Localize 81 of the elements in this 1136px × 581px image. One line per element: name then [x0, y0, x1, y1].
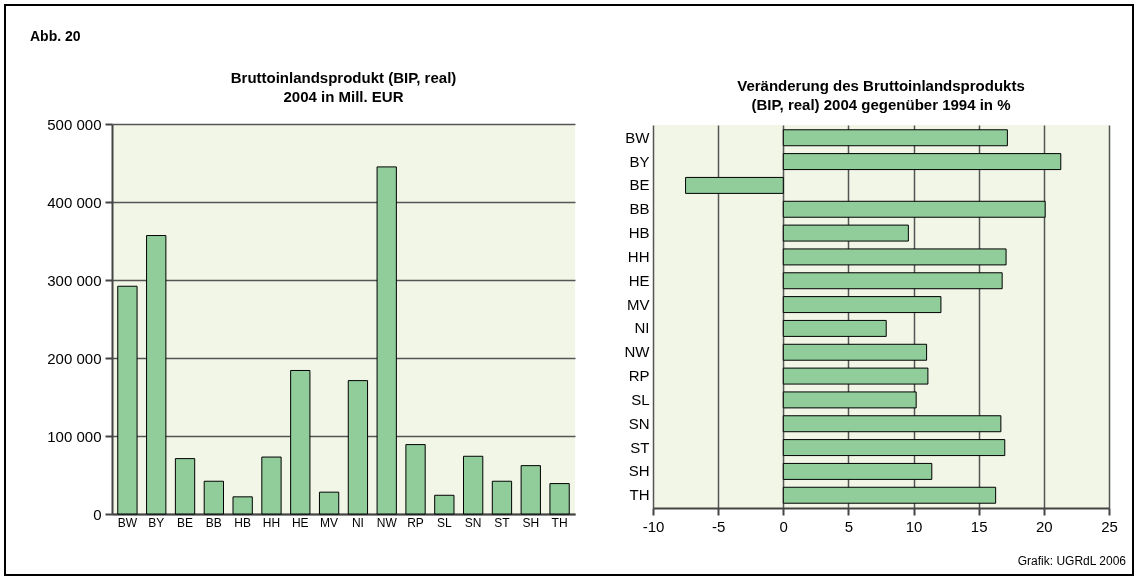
y-tick-label: NI [634, 319, 650, 337]
x-tick-label: 0 [779, 517, 788, 535]
bar [782, 439, 1006, 457]
bar [782, 415, 1002, 433]
x-tick-label: BB [205, 515, 222, 530]
chart-title: Bruttoinlandsprodukt (BIP, real) 2004 in Mill. EUR [230, 69, 457, 105]
x-tick-label: BW [117, 515, 138, 530]
x-tick-label: 10 [905, 517, 923, 535]
bar [347, 380, 369, 515]
x-tick-label: 25 [1101, 517, 1118, 535]
bar [117, 285, 138, 515]
y-tick-label: TH [629, 486, 650, 504]
x-tick-label: NW [376, 515, 398, 530]
bar [463, 455, 484, 515]
y-tick-label: HE [628, 271, 650, 289]
bar [174, 458, 196, 515]
y-tick-label: BY [629, 152, 650, 170]
y-tick-label: 400 000 [47, 193, 102, 211]
bar [405, 444, 426, 515]
y-tick-label: 200 000 [47, 349, 102, 367]
bar [491, 480, 513, 515]
bar [782, 153, 1062, 171]
bar [782, 129, 1008, 147]
x-tick-label: NI [351, 515, 364, 530]
bar [290, 369, 311, 515]
bar [782, 224, 909, 242]
y-tick-label: MV [627, 295, 650, 313]
x-tick-label: ST [494, 515, 511, 530]
x-tick-label: 5 [844, 517, 854, 535]
y-tick-label: SN [628, 414, 650, 432]
bar [318, 491, 340, 515]
x-tick-label: 20 [1036, 517, 1053, 535]
bar [520, 465, 541, 515]
y-tick-label: 500 000 [47, 115, 102, 133]
bar [782, 248, 1007, 266]
x-tick-label: -5 [711, 517, 726, 535]
bar [782, 486, 997, 504]
bar [232, 496, 253, 515]
y-tick-label: 100 000 [47, 427, 102, 445]
chart-title: Veränderung des Bruttoinlandsprodukts (BIP, real) 2004 gegenüber 1994 in % [737, 77, 1025, 113]
x-tick-label: BY [148, 515, 165, 530]
x-tick-label: MV [320, 515, 339, 530]
bar [261, 456, 282, 515]
y-tick-label: BE [629, 176, 650, 194]
bar [549, 483, 570, 515]
y-tick-label: 300 000 [47, 271, 102, 289]
y-tick-label: HH [627, 247, 650, 265]
y-tick-label: RP [628, 367, 650, 385]
bar [782, 367, 929, 385]
y-tick-label: BW [625, 128, 651, 146]
x-tick-label: HB [234, 515, 251, 530]
y-tick-label: SH [628, 462, 650, 480]
bar [782, 272, 1003, 290]
x-tick-label: -10 [642, 517, 665, 535]
x-tick-label: SL [437, 515, 452, 530]
x-tick-label: HH [262, 515, 281, 530]
bar [434, 494, 455, 515]
y-tick-label: HB [628, 224, 650, 242]
x-tick-label: SH [522, 515, 540, 530]
bar [146, 235, 167, 515]
bar [782, 462, 933, 480]
x-tick-label: BE [177, 515, 194, 530]
bar [376, 166, 397, 515]
bar [782, 319, 887, 337]
text: Grafik: UGRdL 2006 [1017, 554, 1126, 568]
y-tick-label: ST [630, 438, 650, 456]
caption: Abb. 20 [30, 28, 81, 44]
y-tick-label: BB [629, 200, 650, 218]
x-tick-label: SN [464, 515, 482, 530]
bar [782, 200, 1046, 218]
x-tick-label: 15 [970, 517, 988, 535]
y-tick-label: SL [631, 390, 650, 408]
bar [782, 391, 917, 409]
x-tick-label: RP [407, 515, 424, 530]
bar [685, 176, 784, 194]
x-tick-label: TH [551, 515, 568, 530]
bar [782, 296, 942, 314]
bar [203, 480, 224, 515]
bar [782, 343, 928, 361]
x-tick-label: HE [291, 515, 309, 530]
y-tick-label: NW [624, 343, 651, 361]
